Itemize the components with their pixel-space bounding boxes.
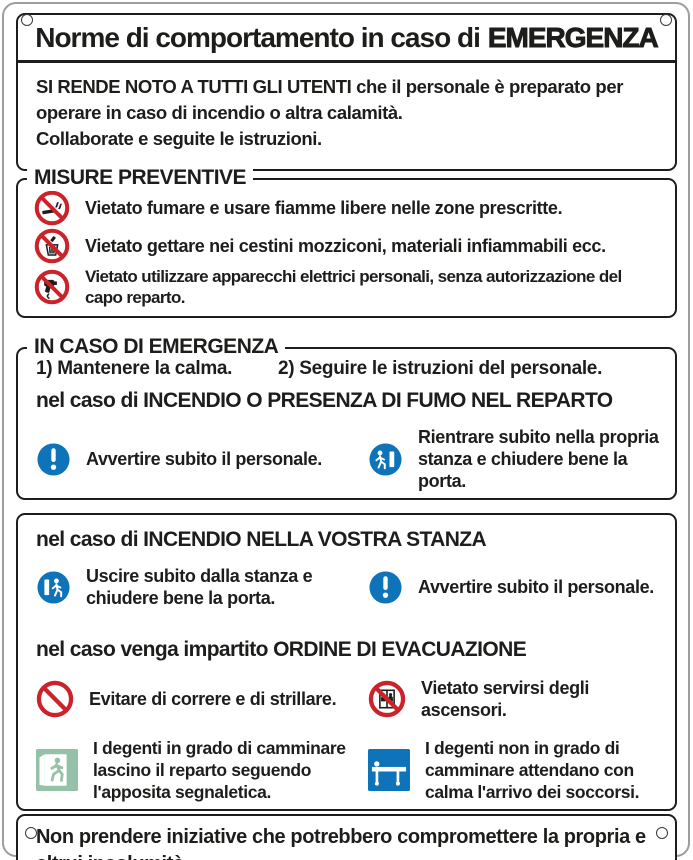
- intro-line-1: SI RENDE NOTO A TUTTI GLI UTENTI che il …: [36, 76, 624, 123]
- emergency-rules-row: 1) Mantenere la calma. 2) Seguire le ist…: [18, 349, 675, 380]
- rule-text: Rientrare subito nella propria stanza e …: [418, 427, 659, 491]
- subsection-heading: nel caso di INCENDIO O PRESENZA DI FUMO …: [36, 389, 613, 412]
- stretcher-bed-icon: [368, 749, 410, 791]
- rule-text: Vietato fumare e usare fiamme libere nel…: [85, 197, 563, 218]
- warning-exclamation-icon: [369, 570, 402, 604]
- rule-text: Uscire subito dalla stanza e chiudere be…: [86, 566, 313, 608]
- list-item: I degenti in grado di camminare lascino …: [36, 737, 354, 803]
- intro-text: SI RENDE NOTO A TUTTI GLI UTENTI che il …: [18, 63, 675, 158]
- rule-text: Vietato servirsi degli ascensori.: [421, 678, 590, 720]
- list-item: Vietato gettare nei cestini mozziconi, m…: [34, 228, 659, 264]
- return-to-room-icon: [369, 442, 402, 476]
- no-smoking-icon: [34, 190, 70, 226]
- section-footer: Non prendere iniziative che potrebbero c…: [16, 814, 677, 860]
- intro-line-2: Collaborate e seguite le istruzioni.: [36, 128, 322, 149]
- footer-line-1: Non prendere iniziative che potrebbero c…: [36, 826, 646, 860]
- rule-text: Avvertire subito il personale.: [418, 577, 654, 597]
- list-item: Vietato utilizzare apparecchi elettrici …: [34, 266, 659, 308]
- warning-exclamation-icon: [37, 442, 70, 476]
- section-incendio-stanza: nel caso di INCENDIO NELLA VOSTRA STANZA…: [16, 513, 677, 811]
- title-emphasis: EMERGENZA: [487, 21, 659, 53]
- list-item: I degenti non in grado di camminare atte…: [368, 737, 665, 803]
- rule-2: 2) Seguire le istruzioni del personale.: [278, 358, 603, 379]
- list-item: Avvertire subito il personale.: [368, 565, 665, 609]
- rule-text: Vietato gettare nei cestini mozziconi, m…: [85, 235, 606, 256]
- screw-hole: [21, 14, 33, 26]
- list-item: Uscire subito dalla stanza e chiudere be…: [36, 565, 354, 609]
- screw-hole: [656, 827, 668, 839]
- rule-text: I degenti non in grado di camminare atte…: [425, 738, 640, 802]
- page-title: Norme di comportamento in caso di EMERGEN…: [35, 21, 659, 54]
- screw-hole: [660, 14, 672, 26]
- no-elevator-icon: [368, 680, 406, 718]
- list-item: Vietato servirsi degli ascensori.: [368, 677, 665, 721]
- title-bar: Norme di comportamento in caso di EMERGEN…: [18, 15, 675, 63]
- list-item: Vietato fumare e usare fiamme libere nel…: [34, 190, 659, 226]
- emergency-exit-icon: [36, 749, 78, 791]
- section-misure-preventive: MISURE PREVENTIVE Vietato fumare e usare…: [16, 165, 677, 318]
- screw-hole: [25, 827, 37, 839]
- subsection-heading: nel caso venga impartito ORDINE DI EVACU…: [36, 638, 527, 661]
- title-prefix: Norme di comportamento in caso di: [35, 21, 481, 53]
- rule-text: Evitare di correre e di strillare.: [89, 689, 337, 709]
- rule-text: Vietato utilizzare apparecchi elettrici …: [85, 267, 622, 307]
- rule-1: 1) Mantenere la calma.: [36, 358, 233, 379]
- list-item: Evitare di correre e di strillare.: [36, 677, 354, 721]
- section-legend: IN CASO DI EMERGENZA: [27, 334, 286, 360]
- list-item: Rientrare subito nella propria stanza e …: [368, 426, 665, 492]
- footer-text: Non prendere iniziative che potrebbero c…: [18, 816, 675, 860]
- section-legend: MISURE PREVENTIVE: [27, 165, 254, 191]
- rule-text: Avvertire subito il personale.: [86, 449, 322, 469]
- subsection-heading: nel caso di INCENDIO NELLA VOSTRA STANZA: [36, 528, 487, 551]
- no-electrical-appliances-icon: [34, 269, 70, 305]
- exit-room-icon: [37, 570, 70, 604]
- rule-text: I degenti in grado di camminare lascino …: [93, 738, 346, 802]
- no-littering-icon: [34, 228, 70, 264]
- prohibition-icon: [36, 680, 74, 718]
- title-section: Norme di comportamento in caso di EMERGEN…: [16, 13, 677, 171]
- section-in-caso-di-emergenza: IN CASO DI EMERGENZA 1) Mantenere la cal…: [16, 334, 677, 500]
- list-item: Avvertire subito il personale.: [36, 426, 354, 492]
